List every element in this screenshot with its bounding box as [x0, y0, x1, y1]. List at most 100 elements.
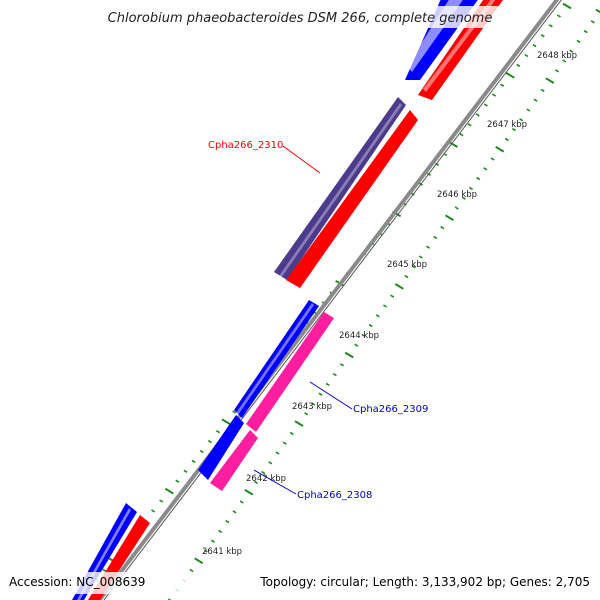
gene-label-cpha266-2309[interactable]: Cpha266_2309 [353, 404, 428, 415]
tick-mark [461, 196, 466, 200]
tick-mark [311, 402, 316, 406]
tick-mark [325, 382, 330, 387]
gene-cpha266-2308-forward[interactable] [198, 415, 244, 480]
tick-mark [167, 598, 172, 600]
tick-mark [511, 127, 517, 132]
tick-mark [194, 557, 204, 565]
gene-highlight-blue-mid [236, 303, 314, 415]
tick-mark [467, 123, 472, 127]
tick-mark [102, 568, 107, 572]
tick-mark [556, 14, 561, 18]
tick-mark [275, 451, 280, 455]
tick-mark [394, 283, 404, 290]
gene-label-cpha266-2308[interactable]: Cpha266_2308 [297, 490, 372, 501]
genome-summary: Topology: circular; Length: 3,133,902 bp… [259, 575, 590, 589]
tick-mark [225, 519, 230, 524]
tick-mark [533, 98, 538, 102]
tick-mark [548, 24, 553, 28]
tick-mark [282, 441, 287, 445]
gene-cpha266-2309-reverse[interactable] [246, 312, 334, 432]
tick-mark [524, 53, 529, 58]
genome-backbone-shadow [103, 0, 562, 600]
tick-mark [404, 274, 409, 279]
tick-label-2641: 2641 kbp [202, 547, 242, 557]
tick-mark [526, 108, 531, 112]
gene-cpha266-2308-reverse[interactable] [210, 430, 258, 491]
tick-mark [590, 20, 595, 24]
gene-cpha266-2310-forward[interactable] [274, 97, 406, 280]
tick-label-2642: 2642 kbp [246, 474, 286, 484]
tick-mark [495, 145, 505, 153]
tick-mark [459, 133, 464, 137]
gene-cpha266-2309-forward[interactable] [234, 300, 319, 418]
tick-mark [239, 500, 244, 504]
tick-mark [164, 487, 174, 495]
tick-mark [183, 469, 188, 473]
tick-mark [221, 418, 231, 426]
tick-mark [332, 372, 337, 377]
tick-mark [516, 63, 521, 68]
tick-mark [199, 449, 204, 454]
tick-mark [361, 333, 366, 338]
tick-mark [215, 430, 221, 434]
tick-mark [232, 410, 237, 414]
tick-mark [151, 509, 156, 513]
tick-mark [207, 439, 212, 444]
tick-mark [448, 141, 458, 148]
tick-mark [491, 93, 497, 97]
tick-mark [289, 431, 294, 436]
tick-mark [576, 39, 581, 44]
tick-mark [476, 176, 481, 181]
tick-mark [232, 510, 237, 514]
tick-mark [261, 470, 266, 475]
tick-mark [532, 43, 537, 48]
tick-mark [468, 186, 474, 191]
tick-mark [175, 479, 180, 483]
tick-mark [210, 539, 216, 543]
tick-mark [268, 461, 273, 465]
tick-mark [375, 314, 380, 318]
gene-cpha266-2310-reverse[interactable] [286, 110, 418, 288]
tick-mark [540, 88, 545, 93]
tick-mark [368, 323, 373, 328]
tick-mark [454, 206, 459, 210]
tick-mark [203, 549, 208, 553]
tick-label-2645: 2645 kbp [387, 260, 427, 270]
tick-mark [218, 529, 223, 534]
tick-mark [595, 8, 600, 14]
tick-mark [583, 29, 588, 34]
tick-label-2644: 2644 kbp [339, 331, 379, 341]
tick-mark [244, 488, 254, 496]
page-title: Chlorobium phaeobacteroides DSM 266, com… [108, 11, 493, 26]
tick-mark [304, 412, 309, 416]
tick-mark [418, 255, 423, 259]
accession-label: Accession: NC_008639 [9, 575, 145, 589]
leader-line-cpha266-2308 [253, 469, 297, 495]
tick-mark [562, 2, 572, 10]
tick-mark [444, 214, 455, 222]
tick-marks [77, 2, 600, 600]
tick-label-2647: 2647 kbp [487, 120, 527, 130]
leader-line-cpha266-2310 [282, 145, 321, 174]
tick-mark [382, 304, 388, 308]
tick-mark [483, 167, 488, 171]
tick-mark [390, 294, 395, 298]
gene-label-cpha266-2310[interactable]: Cpha266_2310 [208, 140, 283, 151]
gene-highlight-purple [279, 103, 402, 278]
tick-label-2646: 2646 kbp [437, 190, 477, 200]
tick-mark [253, 480, 259, 485]
tick-mark [433, 235, 438, 240]
tick-mark [540, 34, 545, 38]
tick-mark [562, 59, 567, 63]
tick-label-2643: 2643 kbp [292, 402, 332, 412]
tick-mark [191, 459, 196, 464]
tick-mark [545, 77, 555, 84]
tick-mark [189, 568, 194, 573]
tick-mark [519, 118, 524, 122]
tick-mark [504, 137, 509, 142]
tick-label-2648: 2648 kbp [537, 51, 577, 61]
tick-mark [554, 69, 560, 73]
genome-backbone [96, 0, 560, 600]
tick-mark [344, 351, 354, 359]
